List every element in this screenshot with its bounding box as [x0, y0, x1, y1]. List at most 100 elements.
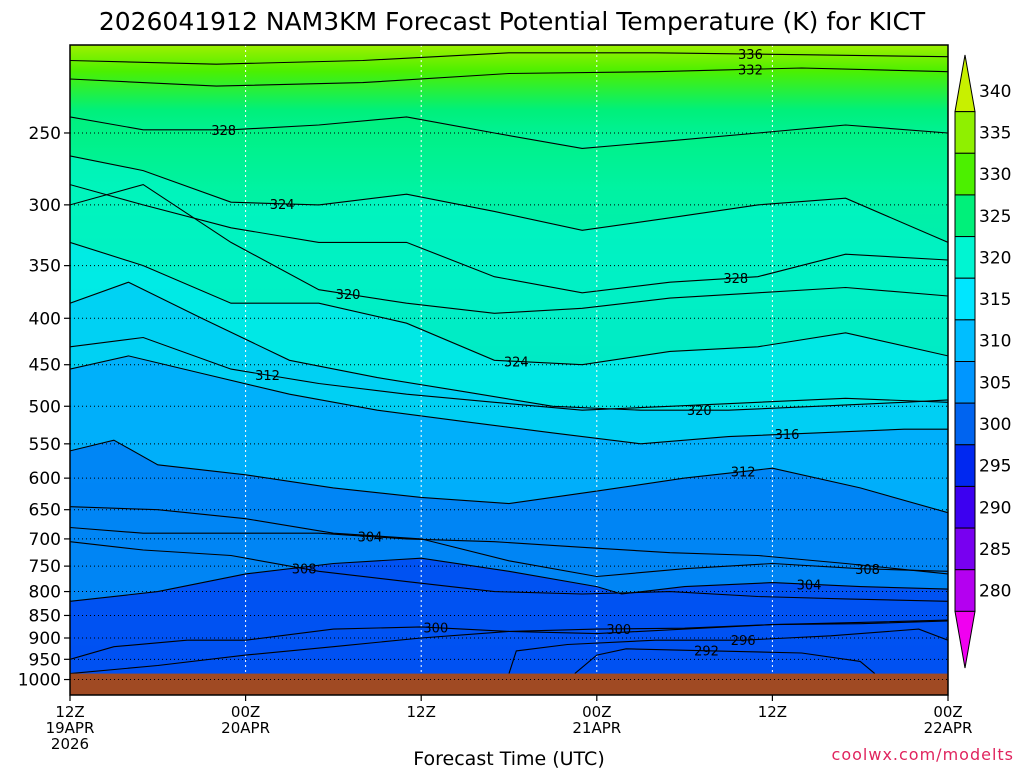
colorbar-swatch: [954, 111, 976, 154]
y-tick-label: 750: [29, 557, 61, 577]
isentrope-line: [70, 184, 948, 294]
y-tick-label: 450: [29, 356, 61, 376]
theta-band: [70, 558, 948, 695]
colorbar-swatch: [954, 444, 976, 487]
colorbar-swatch: [954, 319, 976, 363]
isentrope-line: [70, 355, 948, 445]
isentrope-label: 300: [606, 623, 631, 638]
y-tick-label: 950: [29, 650, 61, 670]
isentrope-label: 320: [687, 404, 712, 419]
colorbar-swatch: [954, 54, 976, 113]
isentrope-line: [70, 116, 948, 149]
isentrope-label: 328: [723, 272, 748, 287]
chart-title: 2026041912 NAM3KM Forecast Potential Tem…: [99, 7, 926, 36]
isentrope-label: 324: [504, 355, 529, 370]
y-tick-label: 650: [29, 501, 61, 521]
colorbar-swatch: [954, 402, 976, 446]
isentrope-label: 292: [694, 645, 719, 660]
isentrope-line: [574, 648, 876, 675]
isentrope-line: [70, 184, 948, 314]
isentrope-line: [508, 628, 948, 674]
x-tick-label: 12Z: [758, 703, 787, 721]
isentrope-label: 320: [336, 288, 361, 303]
x-axis-title: Forecast Time (UTC): [413, 748, 604, 768]
isentrope-label: 328: [211, 124, 236, 139]
y-tick-label: 600: [29, 469, 61, 489]
y-tick-label: 300: [29, 196, 61, 216]
colorbar-label: 335: [979, 123, 1011, 143]
isentrope-line: [70, 526, 948, 575]
colorbar-label: 305: [979, 373, 1011, 393]
x-tick-label: 00Z: [933, 703, 962, 721]
y-axis: 250 300 350 400 450 500 550 600 650 700 750 800 850 9…: [18, 124, 70, 691]
colorbar-label: 285: [979, 540, 1011, 560]
x-tick-label: 00Z: [582, 703, 611, 721]
y-tick-label: 500: [29, 397, 61, 417]
x-tick-label: 12Z: [55, 703, 84, 721]
y-tick-label: 250: [29, 124, 61, 144]
isentrope-label: 300: [423, 622, 448, 637]
ground-fill: [70, 673, 948, 695]
y-tick-label: 850: [29, 606, 61, 626]
credit-text[interactable]: coolwx.com/modelts: [832, 745, 1014, 764]
isentrope-label: 304: [797, 578, 822, 593]
y-tick-label: 700: [29, 530, 61, 550]
isentrope-labels: 300 304 308 312 316 320 324 328 324 320 328 312 304 3…: [70, 48, 948, 681]
isentrope-label: 324: [270, 198, 295, 213]
isentrope-label: 308: [292, 563, 317, 578]
x-tick-label: 20APR: [221, 719, 270, 737]
colorbar-label: 310: [979, 332, 1011, 352]
x-tick-label: 12Z: [407, 703, 436, 721]
colorbar-label: 315: [979, 290, 1011, 310]
isentrope-label: 336: [738, 48, 763, 63]
y-tick-label: 800: [29, 583, 61, 603]
isentrope-line: [70, 52, 948, 65]
isentrope-label: 304: [358, 531, 383, 546]
isentrope-label: 308: [855, 563, 880, 578]
isentrope-line: [70, 67, 948, 87]
y-tick-label: 350: [29, 257, 61, 277]
colorbar-label: 295: [979, 457, 1011, 477]
plot-frame: [69, 44, 949, 696]
x-tick-label: 19APR: [46, 719, 95, 737]
plot-area: 300 304 308 312 316 320 324 328 324 320 328 312 304 3…: [70, 45, 948, 695]
isentrope-label: 312: [731, 466, 756, 481]
isentrope-line: [70, 336, 948, 411]
isentrope-label: 312: [255, 369, 280, 384]
colorbar-swatch: [954, 569, 976, 612]
x-tick-label: 22APR: [924, 719, 973, 737]
colorbar-label: 325: [979, 207, 1011, 227]
colorbar: 340 335 330 325 320 315 310 305 300 295 290 285 280: [954, 54, 1011, 669]
isentrope-line: [70, 506, 948, 578]
theta-bands: [70, 116, 948, 695]
isentrope-line: [70, 557, 948, 602]
x-tick-label: 2026: [51, 735, 89, 753]
isentrope-line: [70, 241, 948, 366]
isentrope-label: 296: [731, 634, 756, 649]
colorbar-swatch: [954, 277, 976, 321]
colorbar-swatch: [954, 527, 976, 571]
x-tick-label: 00Z: [231, 703, 260, 721]
isentropes: [70, 52, 948, 675]
isentrope-line: [70, 439, 948, 514]
x-tick-label: 21APR: [572, 719, 621, 737]
colorbar-label: 330: [979, 165, 1011, 185]
isentrope-line: [70, 155, 948, 243]
colorbar-label: 280: [979, 582, 1011, 602]
colorbar-swatch: [954, 194, 976, 238]
y-tick-label: 1000: [18, 671, 61, 691]
y-tick-label: 400: [29, 309, 61, 329]
y-tick-label: 550: [29, 435, 61, 455]
colorbar-swatch: [954, 485, 976, 529]
isentrope-line: [70, 281, 948, 411]
isentrope-label: 332: [738, 63, 763, 78]
y-tick-label: 900: [29, 629, 61, 649]
colorbar-label: 340: [979, 82, 1011, 102]
colorbar-label: 300: [979, 415, 1011, 435]
isentrope-label: 316: [775, 428, 800, 443]
colorbar-swatch: [954, 610, 976, 669]
colorbar-swatch: [954, 152, 976, 196]
colorbar-label: 290: [979, 498, 1011, 518]
